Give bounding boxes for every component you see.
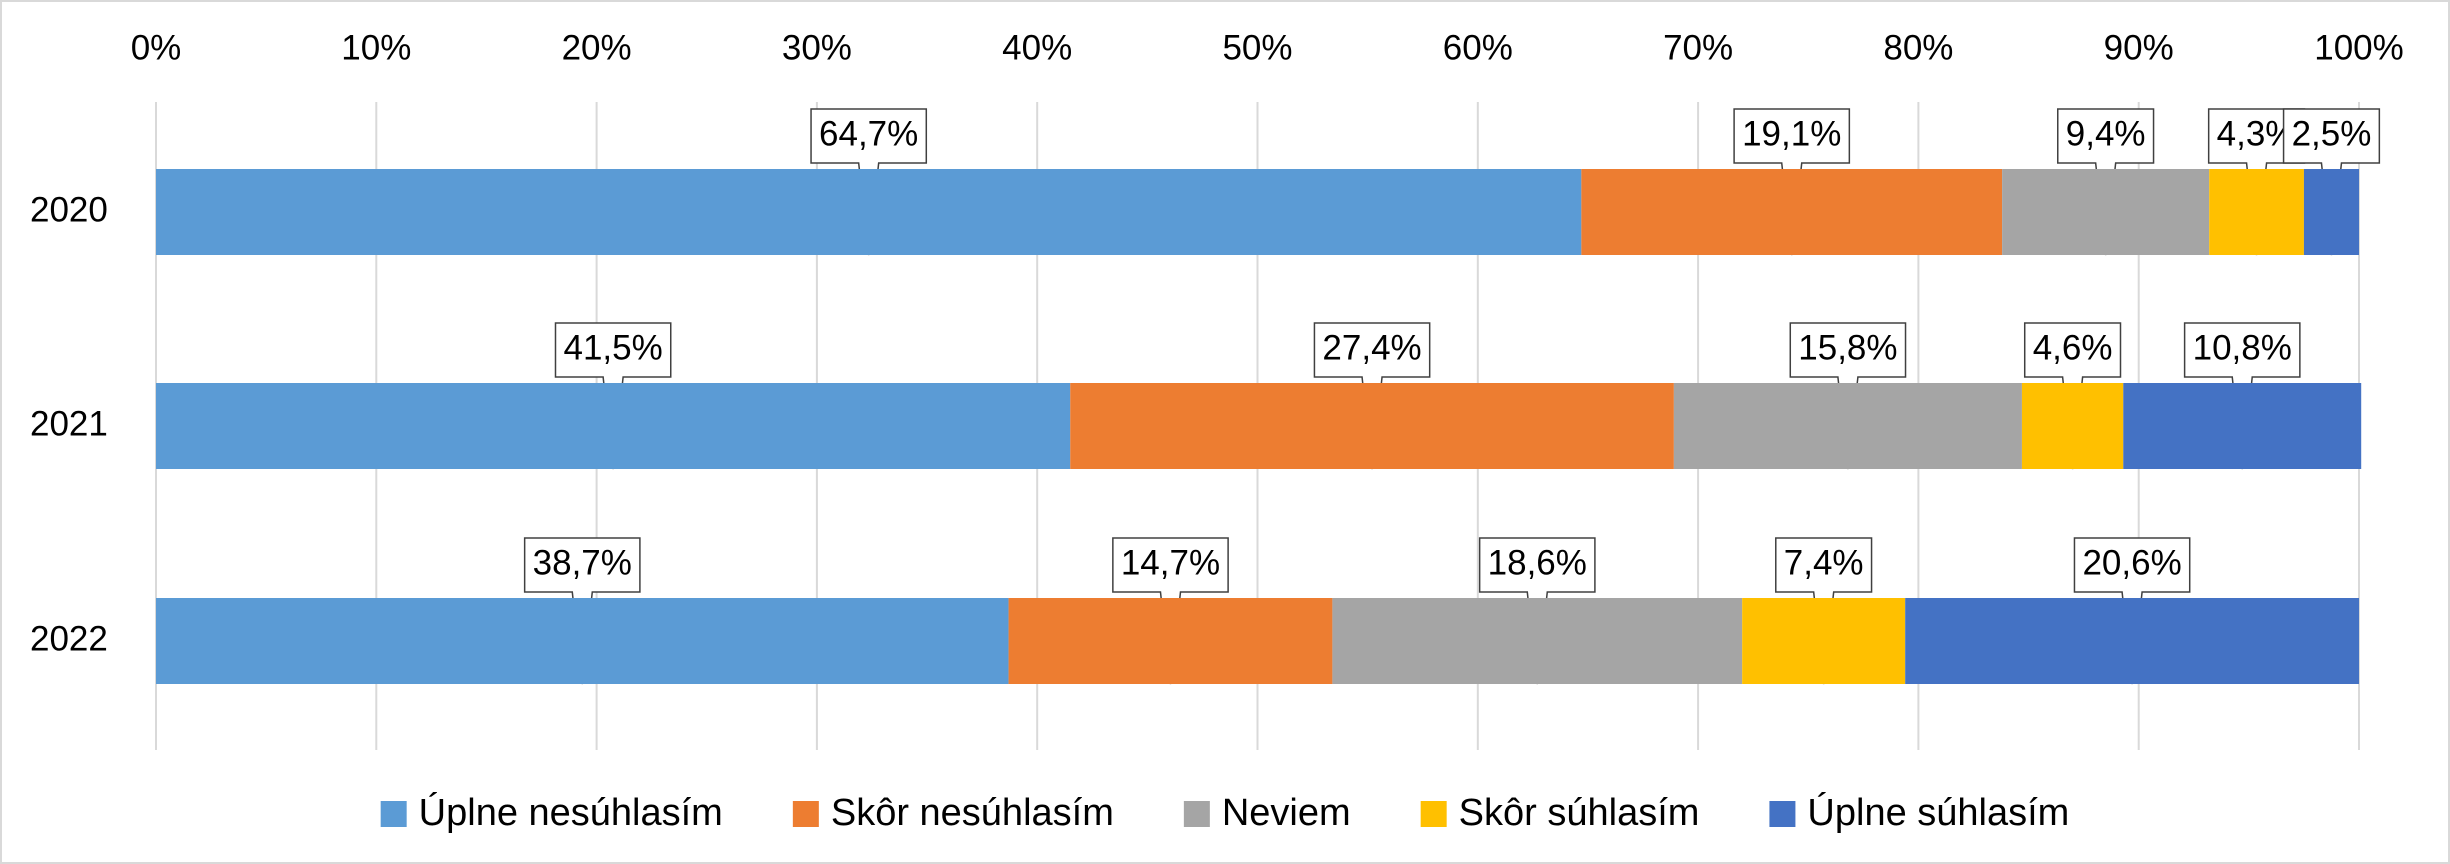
x-tick-label: 40% [1002,28,1072,67]
legend-swatch [1183,801,1210,827]
data-label: 2,5% [2292,114,2372,153]
bar-segment [2303,169,2359,255]
legend-label: Neviem [1222,792,1351,834]
bar-segment [156,383,1071,469]
x-tick-label: 30% [782,28,852,67]
x-tick-label: 80% [1883,28,1953,67]
legend-label: Skôr nesúhlasím [831,792,1114,834]
data-label: 38,7% [533,543,632,582]
bar-segment [1008,598,1333,684]
data-label: 18,6% [1488,543,1587,582]
legend-swatch [1420,801,1447,827]
x-tick-label: 60% [1443,28,1513,67]
y-tick-label: 2022 [30,619,108,658]
data-label: 4,6% [2033,328,2113,367]
x-tick-label: 70% [1663,28,1733,67]
x-tick-label: 20% [562,28,632,67]
data-label: 7,4% [1784,543,1864,582]
legend: Úplne nesúhlasím Skôr nesúhlasím Neviem Skô… [380,791,2069,834]
bar-segment [1581,169,2003,255]
x-tick-label: 0% [131,28,182,67]
bar-segment [1332,598,1743,684]
y-tick-label: 2020 [30,190,108,229]
data-label: 15,8% [1798,328,1897,367]
bar-segment [1070,383,1674,469]
legend-label: Skôr súhlasím [1459,792,1700,834]
bar-segment [156,169,1582,255]
data-label: 14,7% [1121,543,1220,582]
data-label: 20,6% [2082,543,2181,582]
data-label: 64,7% [819,114,918,153]
data-label: 41,5% [563,328,662,367]
data-label: 27,4% [1322,328,1421,367]
bar-segment [2123,383,2362,469]
x-tick-label: 10% [341,28,411,67]
data-label: 19,1% [1742,114,1841,153]
x-tick-label: 90% [2104,28,2174,67]
data-label: 9,4% [2066,114,2146,153]
bar-segment [1673,383,2022,469]
legend-swatch [380,801,407,827]
x-tick-label: 50% [1222,28,1292,67]
legend-swatch [1769,801,1796,827]
y-tick-label: 2021 [30,404,108,443]
bar-segment [156,598,1009,684]
x-tick-label: 100% [2314,28,2404,67]
legend-label: Úplne nesúhlasím [419,791,723,834]
bar-segment [1905,598,2359,684]
bar-segment [2002,169,2210,255]
data-label: 10,8% [2193,328,2292,367]
bar-segment [2209,169,2304,255]
legend-label: Úplne súhlasím [1807,791,2069,834]
bar-segment [2021,383,2124,469]
legend-swatch [792,801,819,827]
bar-segment [1742,598,1906,684]
